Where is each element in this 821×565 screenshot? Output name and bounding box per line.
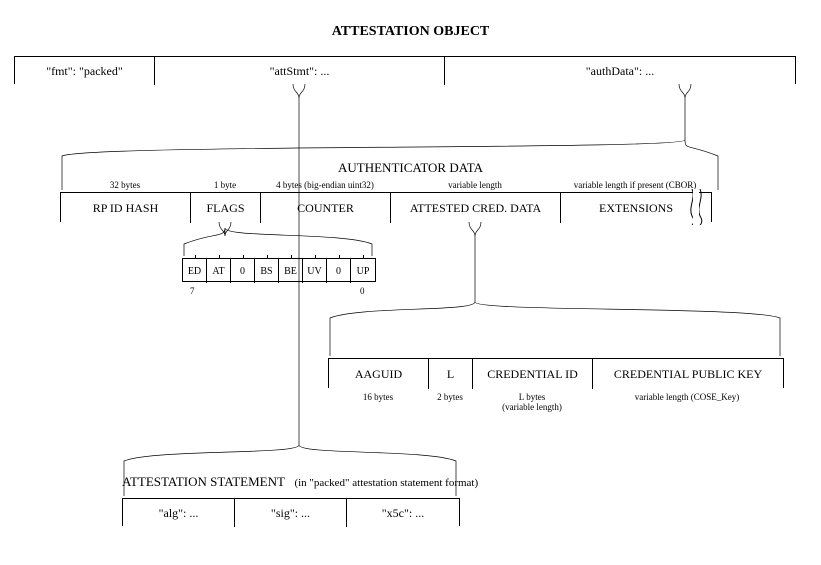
flags-index-7: 7 [190, 286, 195, 296]
flag-bit: BE [279, 259, 303, 283]
cell: AAGUID [329, 359, 429, 389]
attested-cred-row: AAGUIDLCREDENTIAL IDCREDENTIAL PUBLIC KE… [328, 358, 784, 388]
col-size-label: 16 bytes [328, 392, 428, 402]
col-size-label: 4 bytes (big-endian uint32) [260, 180, 390, 190]
cell: RP ID HASH [61, 193, 191, 223]
col-size-label: L bytes (variable length) [472, 392, 592, 412]
cell: L [429, 359, 473, 389]
attestation-object-row: "fmt": "packed""attStmt": ..."authData":… [14, 56, 796, 84]
flag-bit: AT [207, 259, 231, 283]
cell: CREDENTIAL ID [473, 359, 593, 389]
flag-bit: ED [183, 259, 207, 283]
flag-bit: UV [303, 259, 327, 283]
attestation-statement-title: ATTESTATION STATEMENT (in "packed" attes… [122, 474, 478, 490]
flags-byte-row: EDAT0BSBEUV0UP [182, 258, 376, 282]
col-size-label: 32 bytes [60, 180, 190, 190]
col-size-label: 1 byte [190, 180, 260, 190]
flag-bit: UP [351, 259, 375, 283]
auth-data-title: AUTHENTICATOR DATA [338, 160, 483, 176]
cell: COUNTER [261, 193, 391, 223]
cell: "fmt": "packed" [15, 57, 155, 85]
flag-bit: 0 [231, 259, 255, 283]
cell: CREDENTIAL PUBLIC KEY [593, 359, 783, 389]
cell: FLAGS [191, 193, 261, 223]
col-size-label: variable length [390, 180, 560, 190]
cell: ATTESTED CRED. DATA [391, 193, 561, 223]
col-size-label: variable length (COSE_Key) [592, 392, 782, 402]
flag-bit: 0 [327, 259, 351, 283]
cell: "attStmt": ... [155, 57, 445, 85]
cell: "x5c": ... [347, 499, 459, 527]
attestation-statement-row: "alg": ..."sig": ..."x5c": ... [122, 498, 460, 526]
cell: "sig": ... [235, 499, 347, 527]
col-size-label: variable length if present (CBOR) [560, 180, 710, 190]
auth-data-row: RP ID HASHFLAGSCOUNTERATTESTED CRED. DAT… [60, 192, 712, 222]
cell: EXTENSIONS [561, 193, 711, 223]
cell: "alg": ... [123, 499, 235, 527]
col-size-label: 2 bytes [428, 392, 472, 402]
flag-bit: BS [255, 259, 279, 283]
main-title: ATTESTATION OBJECT [332, 24, 490, 40]
flags-index-0: 0 [360, 286, 365, 296]
attestation-statement-note: (in "packed" attestation statement forma… [294, 477, 478, 489]
break-mark [690, 189, 704, 225]
cell: "authData": ... [445, 57, 795, 85]
